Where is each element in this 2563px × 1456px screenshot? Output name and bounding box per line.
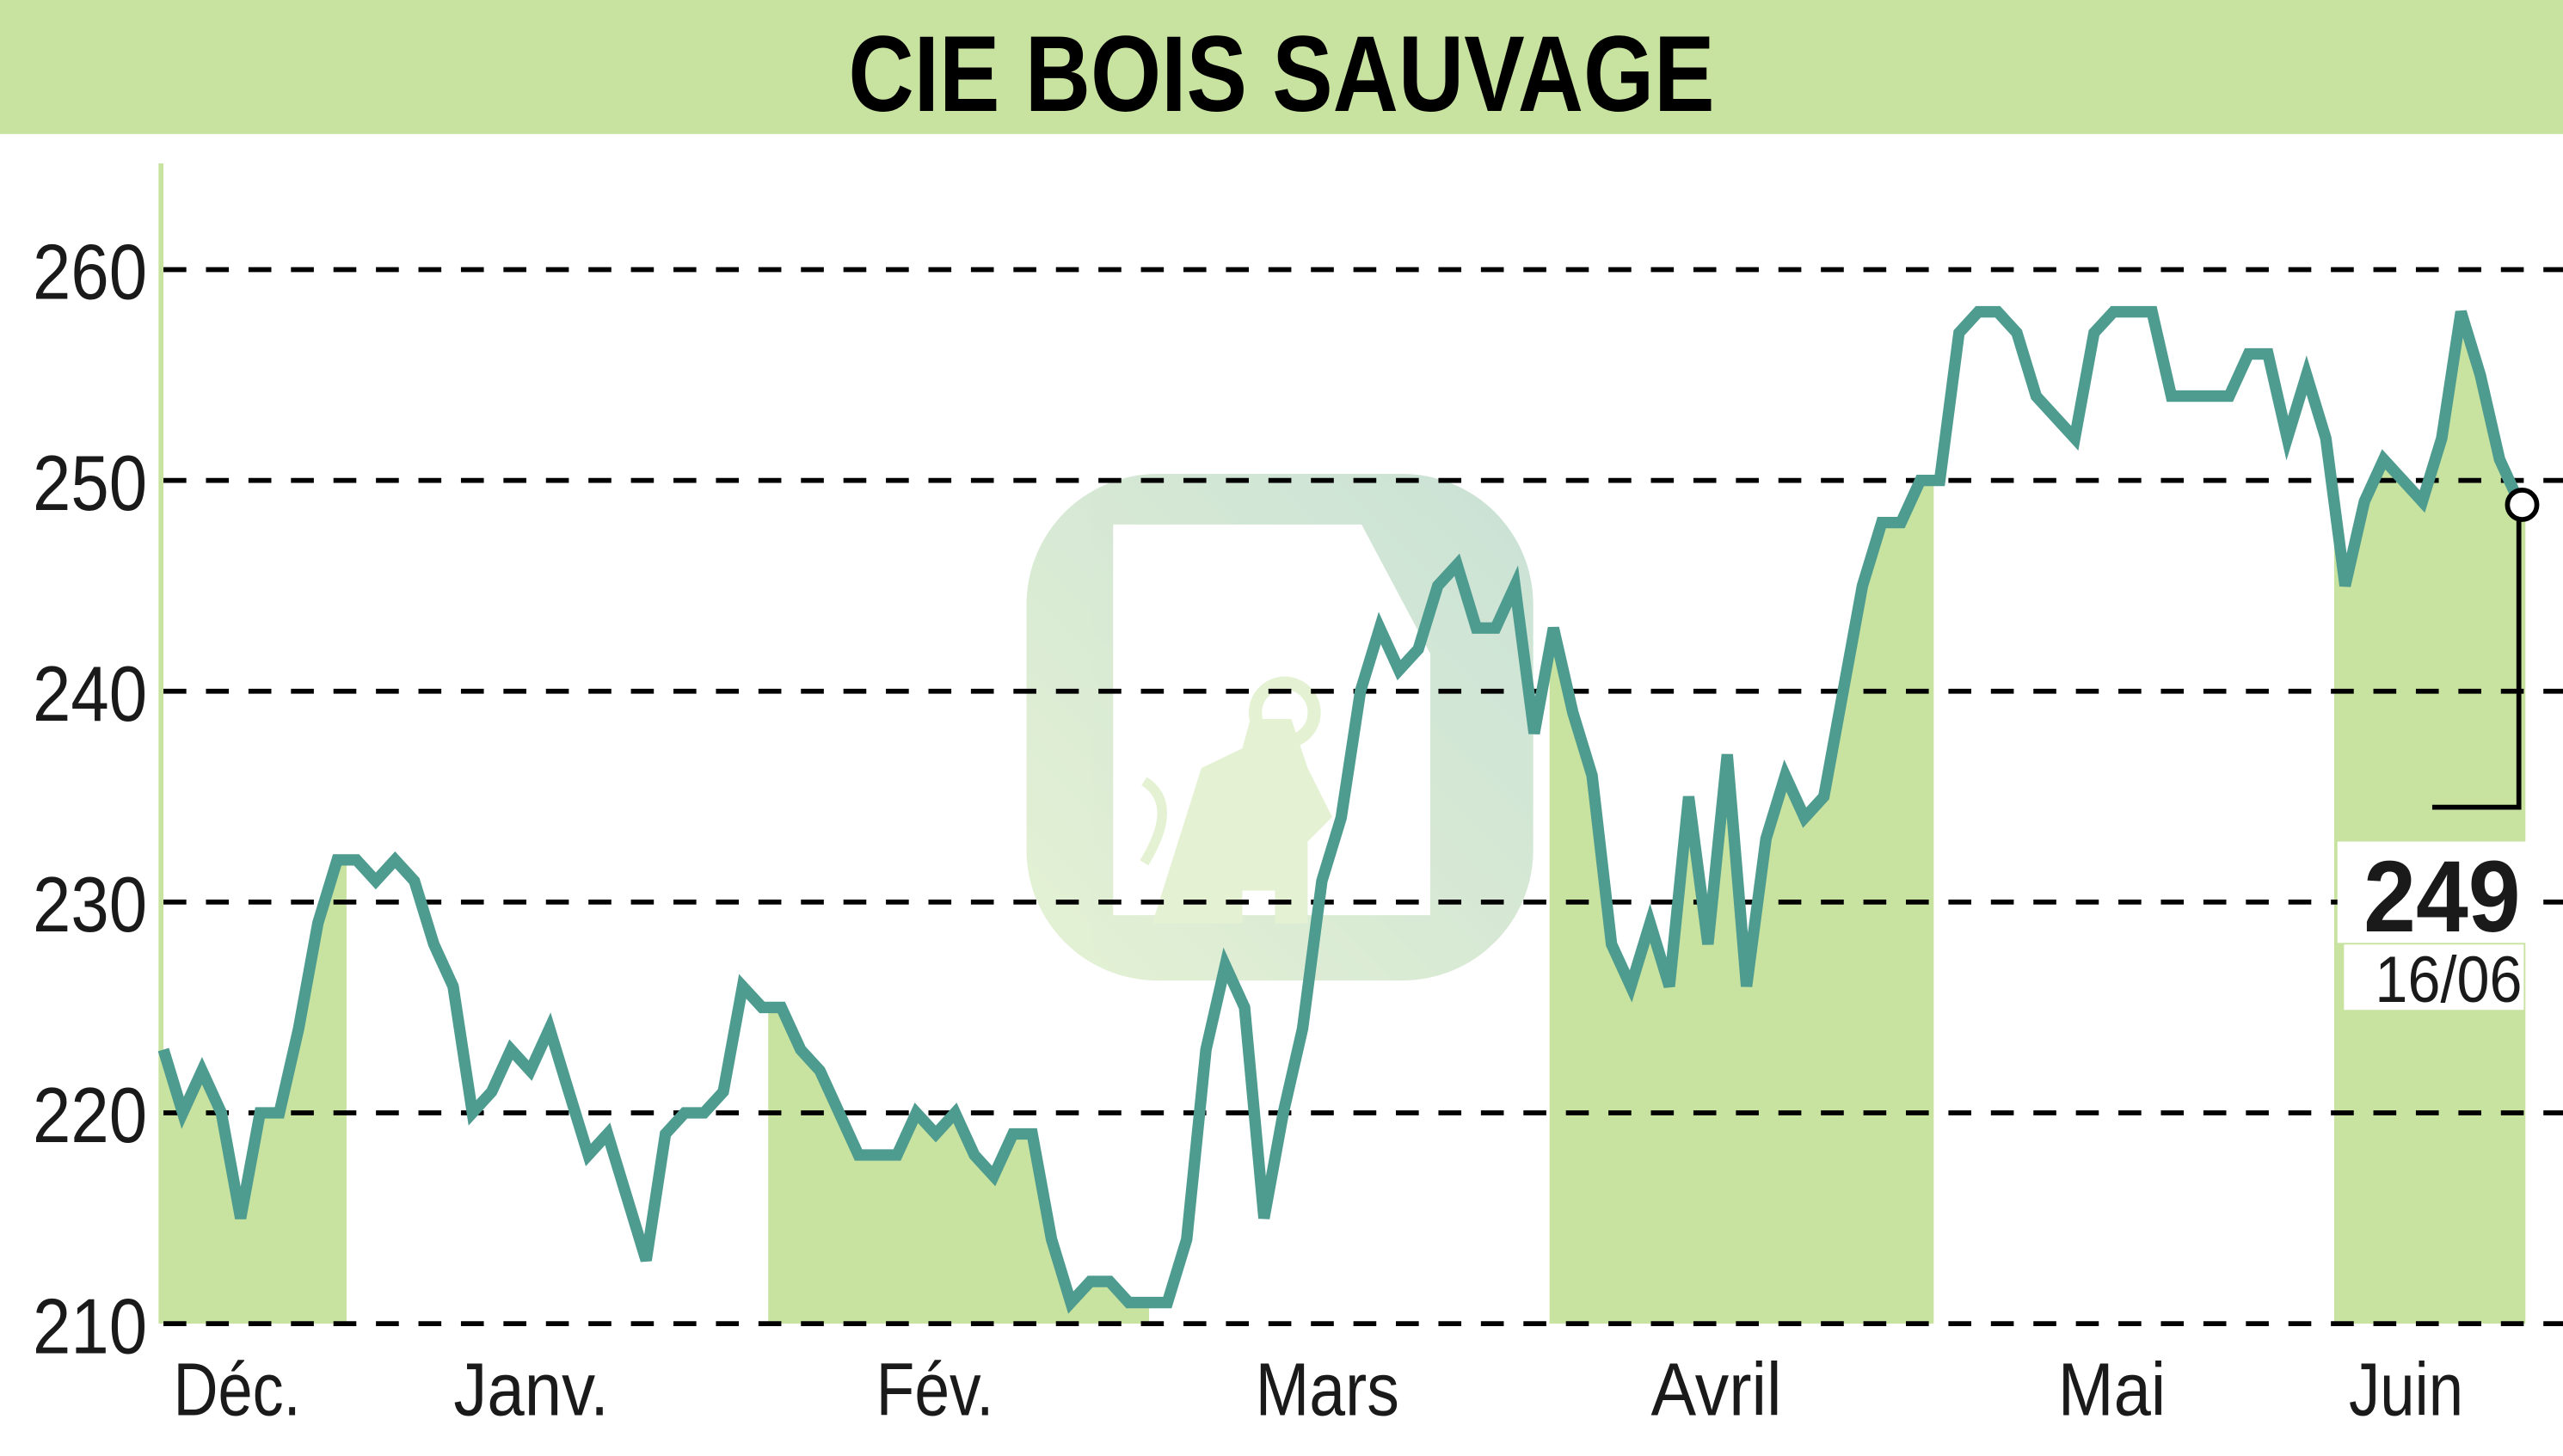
month-bands	[0, 137, 2563, 1324]
last-value-price: 249	[2363, 839, 2520, 953]
price-line	[157, 305, 2524, 1314]
x-month-label: Janv.	[453, 1348, 609, 1432]
last-value-bg	[2337, 841, 2528, 943]
x-month-label: Juin	[2349, 1348, 2463, 1432]
y-tick-label: 210	[33, 1282, 147, 1370]
y-tick-label: 240	[33, 650, 147, 738]
last-value-leader	[2431, 507, 2522, 810]
chart-title: CIE BOIS SAUVAGE	[848, 13, 1714, 134]
y-tick-label: 230	[33, 861, 147, 949]
x-month-label: Mai	[2058, 1348, 2166, 1432]
y-tick-label: 250	[33, 439, 147, 527]
last-value-marker	[2505, 487, 2540, 522]
x-axis-labels: Déc. Janv. Fév. Mars Avril Mai Juin	[173, 1348, 2463, 1432]
x-month-label: Mars	[1256, 1348, 1399, 1432]
last-value-date: 16/06	[2375, 943, 2522, 1017]
x-month-label: Avril	[1651, 1348, 1782, 1432]
y-axis-labels: 210 220 230 240 250 260	[33, 229, 147, 1371]
last-date-bg	[2344, 944, 2524, 1011]
title-band	[0, 0, 2563, 134]
x-month-label: Déc.	[173, 1348, 300, 1432]
x-month-label: Fév.	[876, 1348, 994, 1432]
y-tick-label: 260	[33, 229, 147, 316]
y-tick-label: 220	[33, 1072, 147, 1159]
watermark-logo-icon	[1026, 474, 1533, 981]
